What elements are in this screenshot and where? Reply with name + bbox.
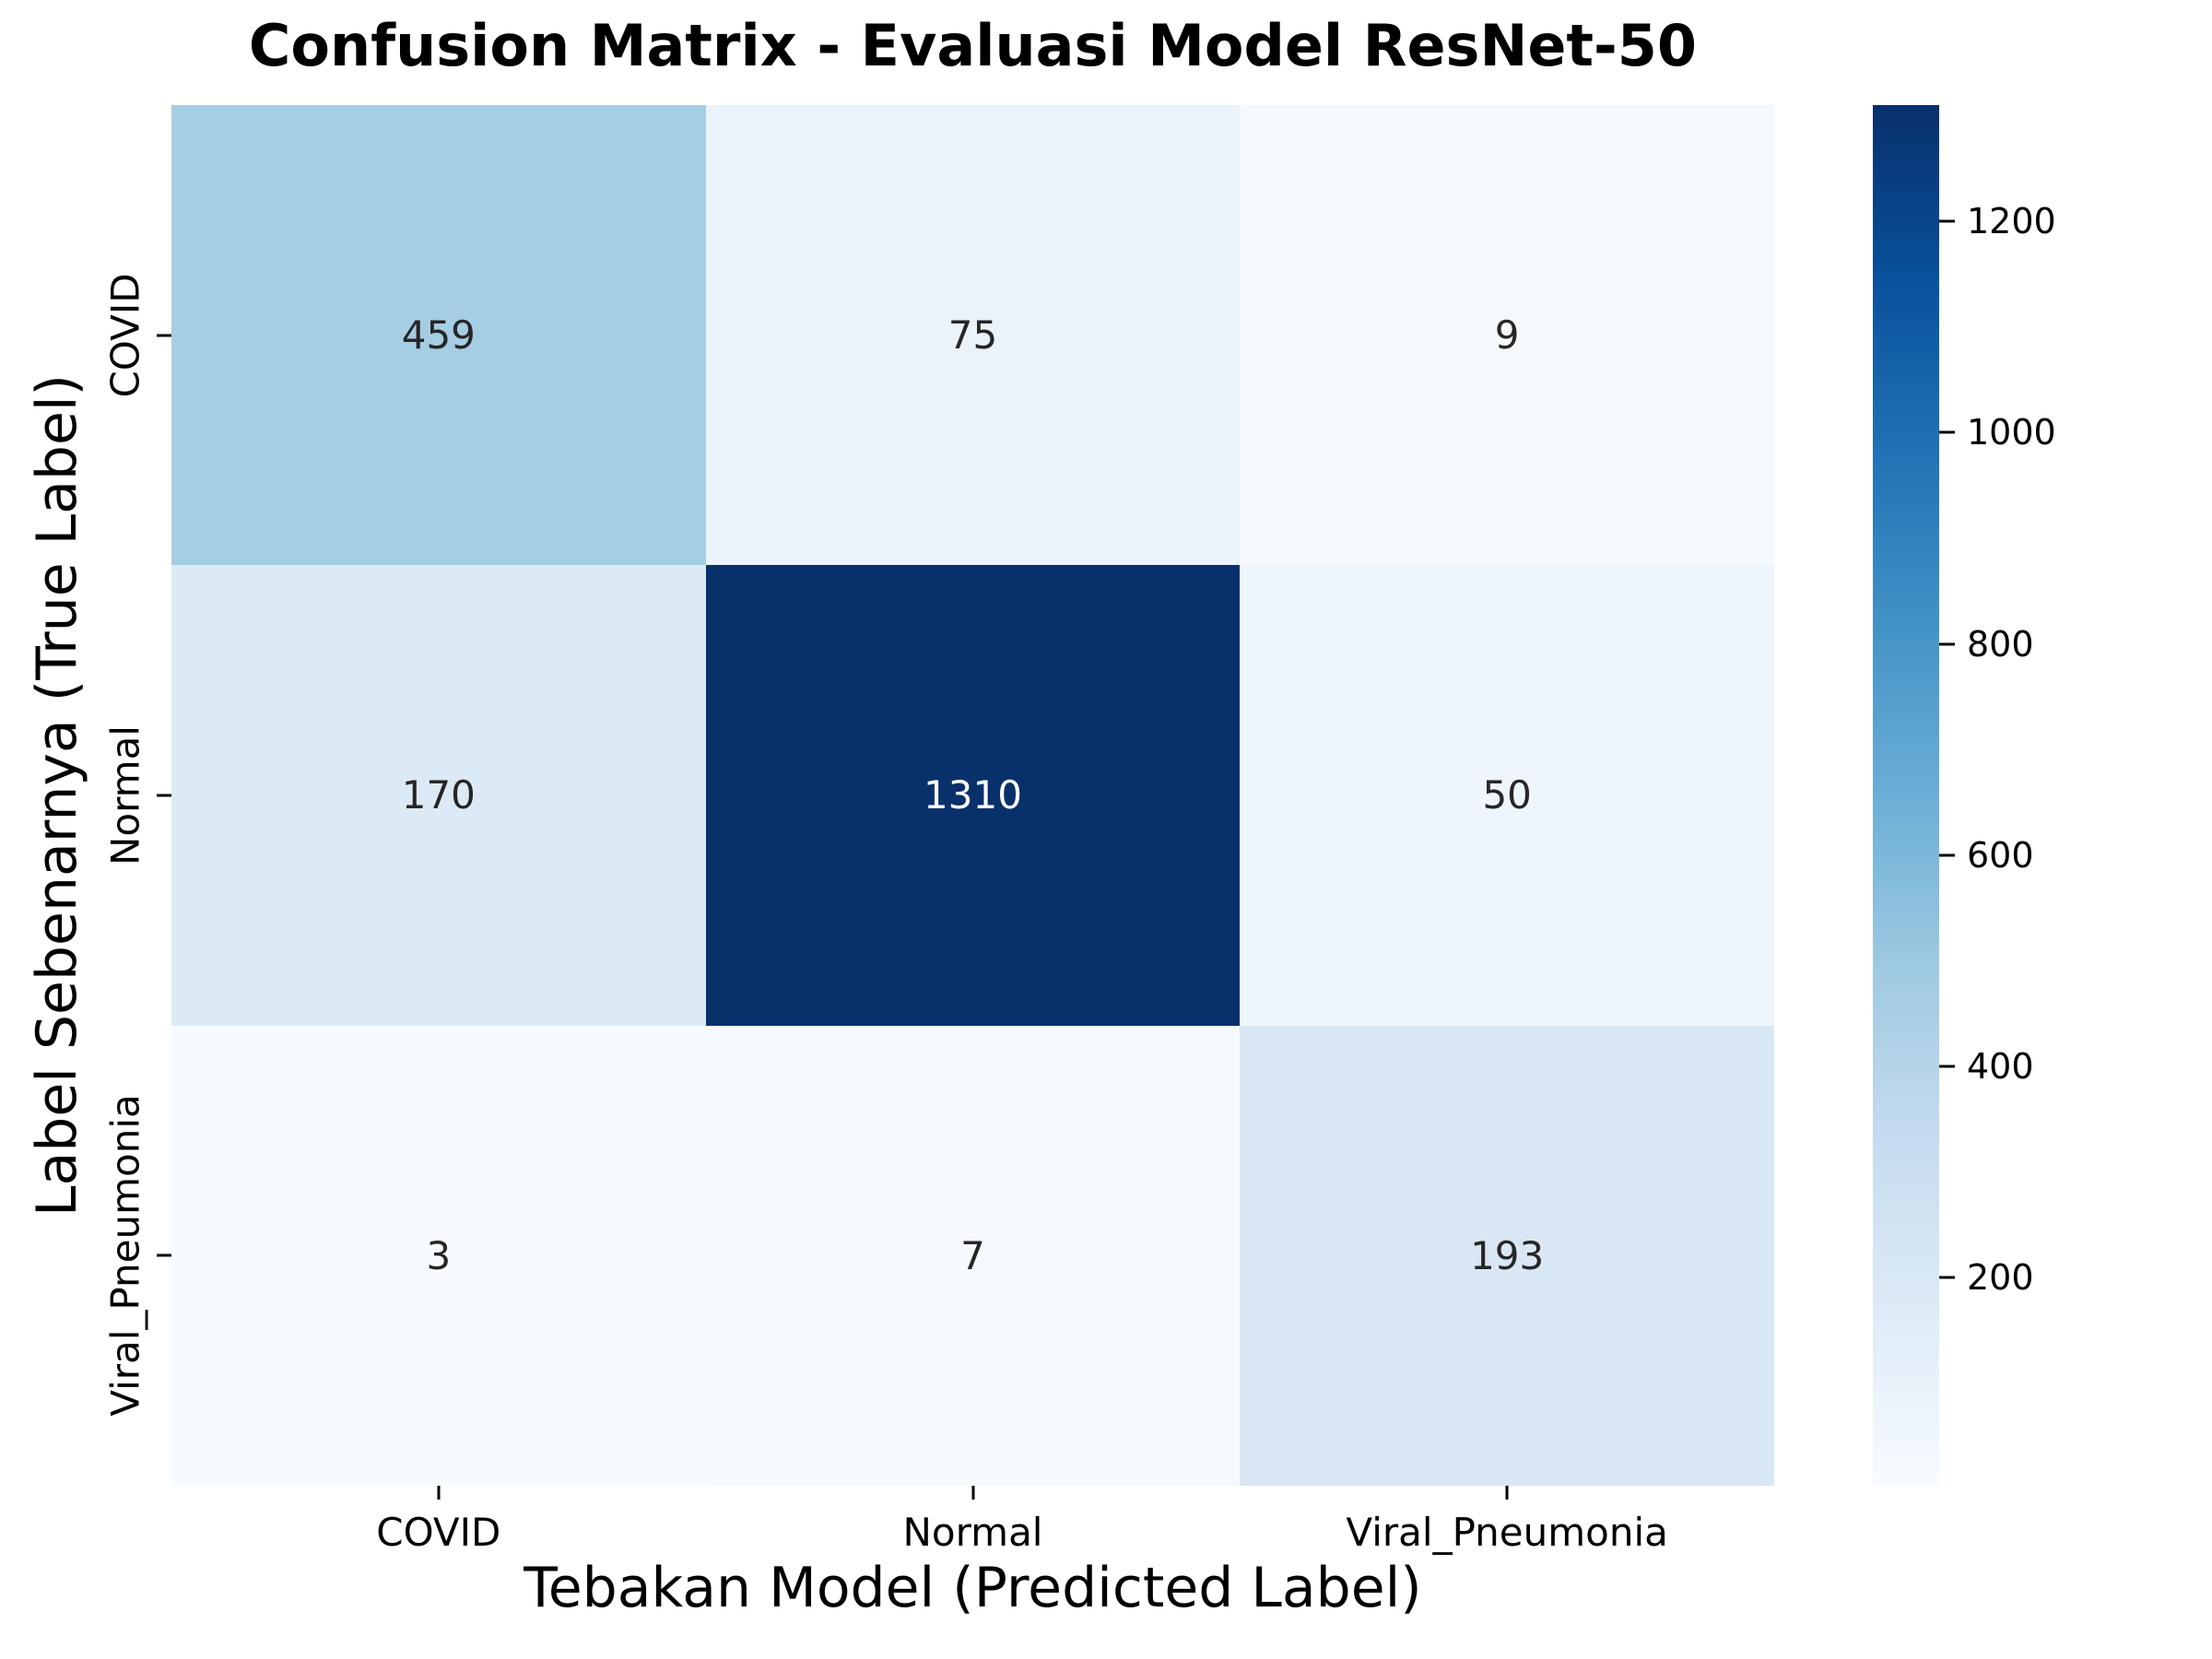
y-tick-mark-2 — [157, 1253, 171, 1257]
heatmap-cell-r2-c0: 3 — [171, 1025, 706, 1486]
colorbar-tick-mark-2 — [1939, 853, 1955, 857]
colorbar — [1873, 105, 1939, 1486]
colorbar-tick-label-0: 200 — [1967, 1257, 2034, 1299]
heatmap-cell-r0-c2: 9 — [1240, 105, 1774, 566]
heatmap-cell-r1-c0: 170 — [171, 565, 706, 1026]
colorbar-tick-label-4: 1000 — [1967, 412, 2056, 453]
heatmap-cell-r0-c0: 459 — [171, 105, 706, 566]
colorbar-tick-label-5: 1200 — [1967, 201, 2056, 242]
x-tick-mark-0 — [437, 1486, 441, 1500]
x-axis-label: Tebakan Model (Predicted Label) — [524, 1556, 1422, 1620]
y-tick-mark-1 — [157, 794, 171, 797]
x-tick-label-0: COVID — [376, 1510, 501, 1555]
y-tick-label-1: Normal — [102, 725, 148, 865]
heatmap-grid: 459 75 9 170 1310 50 3 7 193 — [171, 105, 1774, 1486]
heatmap-cell-r2-c1: 7 — [705, 1025, 1241, 1486]
y-tick-label-2: Viral_Pneumonia — [102, 1094, 148, 1418]
y-tick-label-0: COVID — [102, 273, 148, 398]
heatmap-cell-r0-c1: 75 — [705, 105, 1241, 566]
colorbar-tick-mark-4 — [1939, 430, 1955, 434]
heatmap-cell-r1-c2: 50 — [1240, 565, 1774, 1026]
x-tick-mark-1 — [971, 1486, 974, 1500]
chart-title: Confusion Matrix - Evaluasi Model ResNet… — [248, 12, 1698, 79]
x-tick-label-1: Normal — [902, 1510, 1043, 1555]
colorbar-tick-mark-3 — [1939, 642, 1955, 646]
colorbar-tick-label-3: 800 — [1967, 623, 2034, 665]
y-tick-mark-0 — [157, 334, 171, 337]
heatmap-cell-r2-c2: 193 — [1240, 1025, 1774, 1486]
colorbar-tick-mark-0 — [1939, 1276, 1955, 1279]
colorbar-tick-label-2: 600 — [1967, 834, 2034, 876]
colorbar-tick-mark-1 — [1939, 1065, 1955, 1068]
colorbar-tick-label-1: 400 — [1967, 1045, 2034, 1087]
x-tick-label-2: Viral_Pneumonia — [1346, 1510, 1668, 1555]
y-axis-label: Label Sebenarnya (True Label) — [25, 374, 89, 1217]
colorbar-tick-mark-5 — [1939, 219, 1955, 223]
heatmap-cell-r1-c1: 1310 — [705, 565, 1241, 1026]
x-tick-mark-2 — [1505, 1486, 1509, 1500]
